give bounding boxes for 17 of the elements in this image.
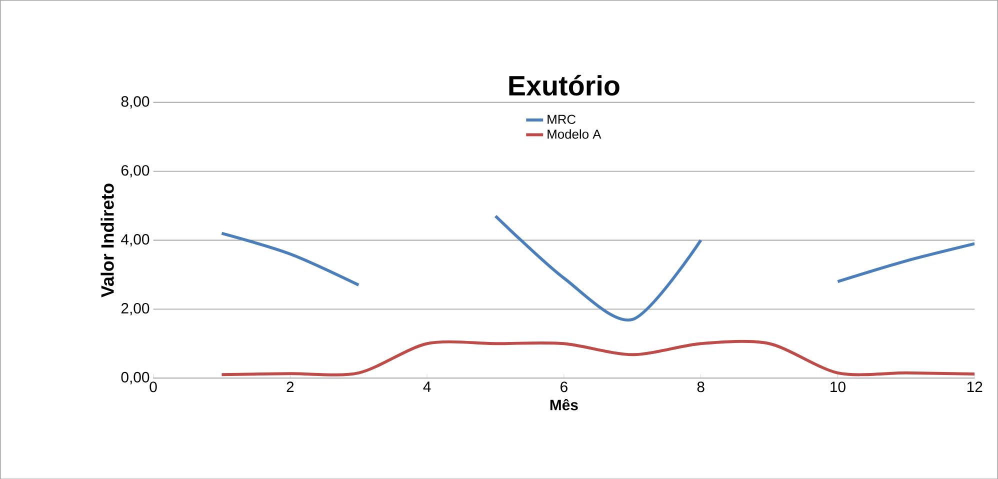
legend-label: Modelo A — [548, 129, 602, 139]
y-tick-label: 6,00 — [121, 164, 150, 178]
x-axis-title: Mês — [550, 398, 578, 410]
x-tick-label: 10 — [830, 381, 846, 392]
x-tick-label: 2 — [286, 381, 294, 392]
x-tick-label: 8 — [697, 381, 704, 392]
legend-label: MRC — [548, 114, 576, 124]
x-tick-label: 6 — [560, 381, 568, 392]
x-tick-label: 4 — [423, 381, 431, 392]
x-tick-label: 0 — [150, 381, 157, 392]
chart-title: Exutório — [509, 74, 620, 96]
y-tick-label: 4,00 — [121, 234, 150, 246]
y-tick-label: 0,00 — [121, 372, 150, 384]
y-tick-label: 2,00 — [121, 302, 150, 316]
y-axis-title: Valor Indireto — [100, 183, 114, 298]
y-tick-label: 8,00 — [121, 96, 150, 108]
x-tick-label: 12 — [967, 381, 982, 392]
